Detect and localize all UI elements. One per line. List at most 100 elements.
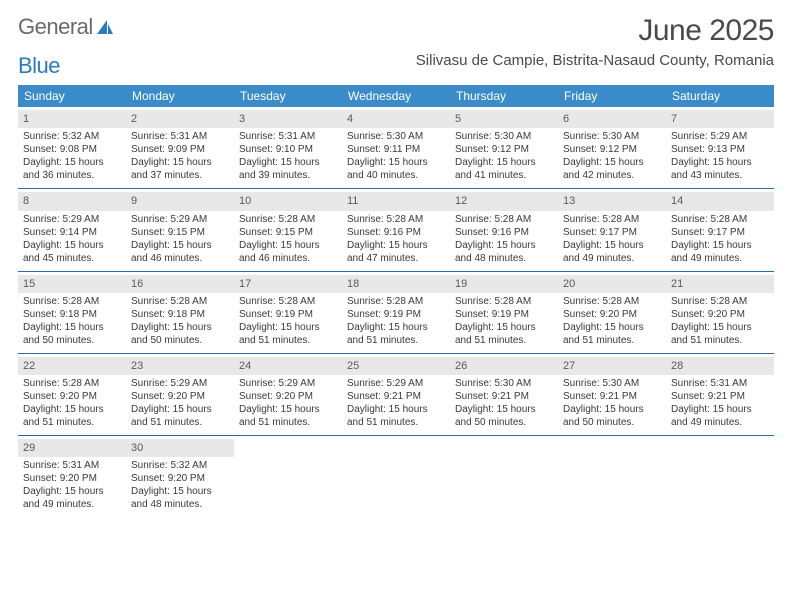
- calendar-cell: 12Sunrise: 5:28 AMSunset: 9:16 PMDayligh…: [450, 189, 558, 270]
- calendar-body: 1Sunrise: 5:32 AMSunset: 9:08 PMDaylight…: [18, 107, 774, 517]
- calendar-row: 1Sunrise: 5:32 AMSunset: 9:08 PMDaylight…: [18, 107, 774, 189]
- daylight-line: Daylight: 15 hours and 50 minutes.: [455, 403, 553, 429]
- daylight-line: Daylight: 15 hours and 49 minutes.: [563, 239, 661, 265]
- day-number: 14: [666, 192, 774, 210]
- day-number: 11: [342, 192, 450, 210]
- sunrise-line: Sunrise: 5:28 AM: [563, 213, 661, 226]
- daylight-line: Daylight: 15 hours and 42 minutes.: [563, 156, 661, 182]
- sunrise-line: Sunrise: 5:29 AM: [671, 130, 769, 143]
- sunset-line: Sunset: 9:20 PM: [131, 390, 229, 403]
- sunset-line: Sunset: 9:17 PM: [671, 226, 769, 239]
- calendar-cell: 22Sunrise: 5:28 AMSunset: 9:20 PMDayligh…: [18, 354, 126, 435]
- day-number: 12: [450, 192, 558, 210]
- calendar-row: 29Sunrise: 5:31 AMSunset: 9:20 PMDayligh…: [18, 436, 774, 517]
- calendar-cell: 25Sunrise: 5:29 AMSunset: 9:21 PMDayligh…: [342, 354, 450, 435]
- calendar-cell: 11Sunrise: 5:28 AMSunset: 9:16 PMDayligh…: [342, 189, 450, 270]
- daylight-line: Daylight: 15 hours and 51 minutes.: [455, 321, 553, 347]
- location-line: Silivasu de Campie, Bistrita-Nasaud Coun…: [416, 52, 774, 69]
- sunset-line: Sunset: 9:12 PM: [455, 143, 553, 156]
- calendar-cell: 2Sunrise: 5:31 AMSunset: 9:09 PMDaylight…: [126, 107, 234, 188]
- sunrise-line: Sunrise: 5:28 AM: [347, 213, 445, 226]
- daylight-line: Daylight: 15 hours and 48 minutes.: [131, 485, 229, 511]
- sunrise-line: Sunrise: 5:28 AM: [239, 295, 337, 308]
- calendar-cell: 3Sunrise: 5:31 AMSunset: 9:10 PMDaylight…: [234, 107, 342, 188]
- sunrise-line: Sunrise: 5:31 AM: [23, 459, 121, 472]
- day-number: 21: [666, 275, 774, 293]
- brand-part2: Blue: [18, 53, 60, 79]
- brand-logo: General: [18, 14, 115, 40]
- day-number: 24: [234, 357, 342, 375]
- sunrise-line: Sunrise: 5:32 AM: [23, 130, 121, 143]
- calendar-page: General June 2025 Silivasu de Campie, Bi…: [0, 0, 792, 612]
- sunrise-line: Sunrise: 5:30 AM: [563, 130, 661, 143]
- sunrise-line: Sunrise: 5:28 AM: [671, 213, 769, 226]
- sunset-line: Sunset: 9:18 PM: [23, 308, 121, 321]
- calendar-cell: 20Sunrise: 5:28 AMSunset: 9:20 PMDayligh…: [558, 272, 666, 353]
- daylight-line: Daylight: 15 hours and 41 minutes.: [455, 156, 553, 182]
- day-number: 17: [234, 275, 342, 293]
- calendar-cell: 16 Sunrise: 5:28 AMSunset: 9:18 PMDayligh…: [126, 272, 234, 353]
- sunset-line: Sunset: 9:08 PM: [23, 143, 121, 156]
- sunrise-line: Sunrise: 5:31 AM: [239, 130, 337, 143]
- sunrise-line: Sunrise: 5:31 AM: [671, 377, 769, 390]
- daylight-line: Daylight: 15 hours and 37 minutes.: [131, 156, 229, 182]
- calendar-cell: 21Sunrise: 5:28 AMSunset: 9:20 PMDayligh…: [666, 272, 774, 353]
- sunset-line: Sunset: 9:20 PM: [131, 472, 229, 485]
- calendar-cell: 19Sunrise: 5:28 AMSunset: 9:19 PMDayligh…: [450, 272, 558, 353]
- day-number: 26: [450, 357, 558, 375]
- calendar-cell: 4Sunrise: 5:30 AMSunset: 9:11 PMDaylight…: [342, 107, 450, 188]
- month-title: June 2025: [416, 14, 774, 48]
- sunset-line: Sunset: 9:21 PM: [671, 390, 769, 403]
- day-number: 5: [450, 110, 558, 128]
- day-number: 22: [18, 357, 126, 375]
- daylight-line: Daylight: 15 hours and 36 minutes.: [23, 156, 121, 182]
- day-number: 20: [558, 275, 666, 293]
- day-number: 7: [666, 110, 774, 128]
- calendar-cell: 6Sunrise: 5:30 AMSunset: 9:12 PMDaylight…: [558, 107, 666, 188]
- calendar-row: 15Sunrise: 5:28 AMSunset: 9:18 PMDayligh…: [18, 272, 774, 354]
- sunset-line: Sunset: 9:14 PM: [23, 226, 121, 239]
- daylight-line: Daylight: 15 hours and 51 minutes.: [239, 403, 337, 429]
- daylight-line: Daylight: 15 hours and 49 minutes.: [671, 239, 769, 265]
- day-number: 10: [234, 192, 342, 210]
- daylight-line: Daylight: 15 hours and 45 minutes.: [23, 239, 121, 265]
- calendar-cell: [342, 436, 450, 517]
- day-number: 16: [126, 275, 234, 293]
- sunset-line: Sunset: 9:21 PM: [455, 390, 553, 403]
- daylight-line: Daylight: 15 hours and 50 minutes.: [131, 321, 229, 347]
- daylight-line: Daylight: 15 hours and 51 minutes.: [131, 403, 229, 429]
- weekday-friday: Friday: [558, 85, 666, 107]
- calendar-cell: [666, 436, 774, 517]
- sunrise-line: Sunrise: 5:28 AM: [23, 377, 121, 390]
- calendar-cell: 7Sunrise: 5:29 AMSunset: 9:13 PMDaylight…: [666, 107, 774, 188]
- sunrise-line: Sunrise: 5:28 AM: [23, 295, 121, 308]
- daylight-line: Daylight: 15 hours and 49 minutes.: [23, 485, 121, 511]
- sunrise-line: Sunrise: 5:30 AM: [347, 130, 445, 143]
- sail-icon: [95, 18, 115, 36]
- sunset-line: Sunset: 9:19 PM: [347, 308, 445, 321]
- daylight-line: Daylight: 15 hours and 47 minutes.: [347, 239, 445, 265]
- day-number: 4: [342, 110, 450, 128]
- sunset-line: Sunset: 9:20 PM: [23, 390, 121, 403]
- calendar-cell: 17Sunrise: 5:28 AMSunset: 9:19 PMDayligh…: [234, 272, 342, 353]
- calendar-cell: 27Sunrise: 5:30 AMSunset: 9:21 PMDayligh…: [558, 354, 666, 435]
- sunset-line: Sunset: 9:17 PM: [563, 226, 661, 239]
- calendar-cell: 8Sunrise: 5:29 AMSunset: 9:14 PMDaylight…: [18, 189, 126, 270]
- sunrise-line: Sunrise: 5:30 AM: [455, 377, 553, 390]
- day-number: 30: [126, 439, 234, 457]
- daylight-line: Daylight: 15 hours and 43 minutes.: [671, 156, 769, 182]
- sunset-line: Sunset: 9:18 PM: [131, 308, 229, 321]
- calendar-cell: 28Sunrise: 5:31 AMSunset: 9:21 PMDayligh…: [666, 354, 774, 435]
- sunrise-line: Sunrise: 5:28 AM: [131, 295, 229, 308]
- sunset-line: Sunset: 9:15 PM: [131, 226, 229, 239]
- sunset-line: Sunset: 9:20 PM: [563, 308, 661, 321]
- calendar-cell: 30Sunrise: 5:32 AMSunset: 9:20 PMDayligh…: [126, 436, 234, 517]
- sunrise-line: Sunrise: 5:28 AM: [455, 295, 553, 308]
- calendar-cell: 14 Sunrise: 5:28 AMSunset: 9:17 PMDayligh…: [666, 189, 774, 270]
- calendar-cell: 23Sunrise: 5:29 AMSunset: 9:20 PMDayligh…: [126, 354, 234, 435]
- sunset-line: Sunset: 9:10 PM: [239, 143, 337, 156]
- sunset-line: Sunset: 9:21 PM: [563, 390, 661, 403]
- sunrise-line: Sunrise: 5:28 AM: [563, 295, 661, 308]
- calendar-cell: [558, 436, 666, 517]
- day-number: 18: [342, 275, 450, 293]
